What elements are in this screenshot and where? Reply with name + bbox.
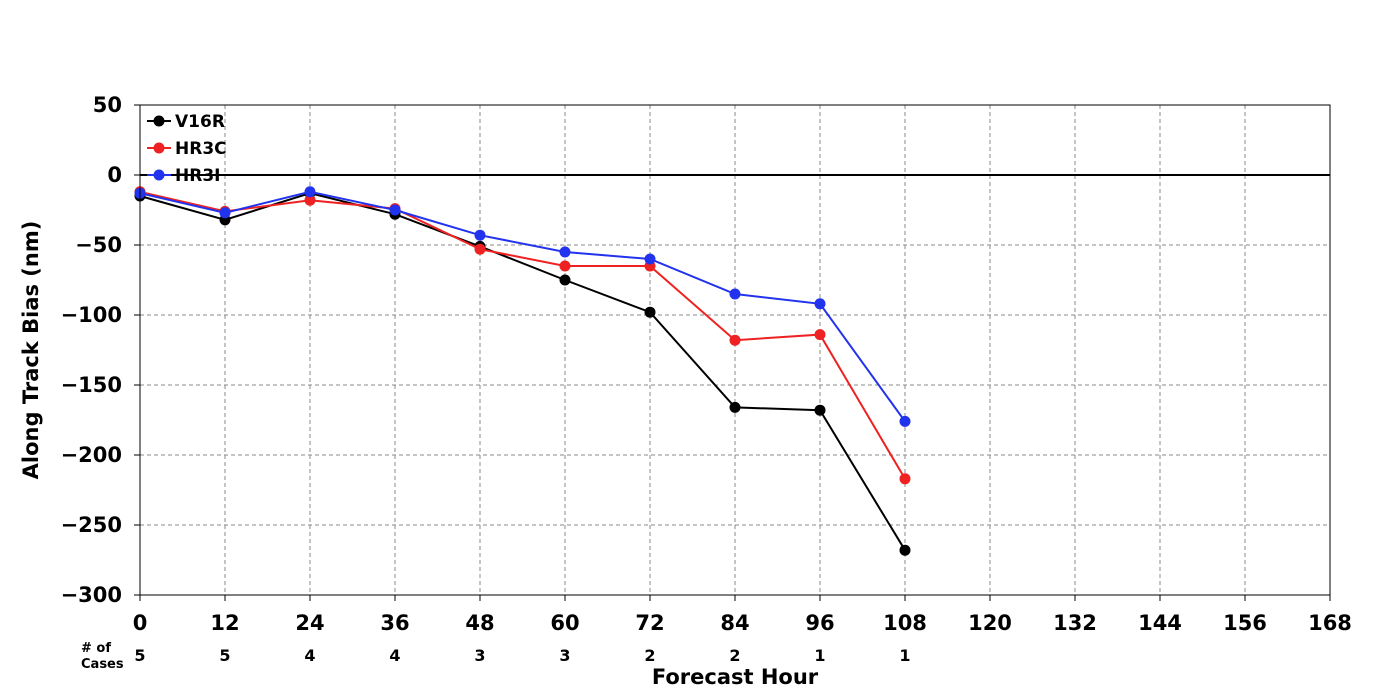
- data-point-hr3i: [814, 298, 826, 310]
- series-lines: [134, 186, 911, 556]
- x-tick-label: 108: [883, 611, 927, 635]
- case-count: 4: [389, 646, 400, 665]
- y-tick-label: −100: [61, 303, 122, 327]
- x-tick-label: 144: [1138, 611, 1182, 635]
- x-tick-label: 48: [465, 611, 494, 635]
- y-tick-label: −250: [61, 513, 122, 537]
- grid-lines: [140, 105, 1330, 595]
- data-point-hr3c: [899, 473, 911, 485]
- legend-swatch-marker: [153, 142, 165, 154]
- data-point-hr3i: [644, 253, 656, 265]
- y-axis-title: Along Track Bias (nm): [19, 221, 43, 480]
- data-point-hr3i: [474, 229, 486, 241]
- data-point-v16r: [559, 274, 571, 286]
- x-tick-label: 96: [805, 611, 834, 635]
- case-count: 1: [814, 646, 825, 665]
- legend-item-hr3c: HR3C: [147, 139, 227, 159]
- data-point-hr3i: [559, 246, 571, 258]
- case-count: 5: [219, 646, 230, 665]
- cases-row: # of Cases 5 5 4 4 3 3 2 2 1 1: [81, 641, 911, 672]
- series-line-hr3c: [139, 190, 906, 480]
- x-tick-label: 12: [210, 611, 239, 635]
- cases-header-line2: Cases: [81, 657, 124, 672]
- x-tick-label: 24: [295, 611, 324, 635]
- y-axis-ticks: 50 0 −50 −100 −150 −200 −250 −300: [61, 93, 140, 607]
- y-tick-label: 50: [93, 93, 122, 117]
- case-count: 1: [899, 646, 910, 665]
- x-tick-label: 156: [1223, 611, 1267, 635]
- y-tick-label: −150: [61, 373, 122, 397]
- data-point-hr3c: [304, 194, 316, 206]
- y-tick-label: −50: [75, 233, 122, 257]
- x-tick-label: 168: [1308, 611, 1352, 635]
- x-tick-label: 36: [380, 611, 409, 635]
- x-tick-label: 72: [635, 611, 664, 635]
- legend-label: V16R: [175, 112, 225, 132]
- case-count: 3: [559, 646, 570, 665]
- data-point-hr3i: [729, 288, 741, 300]
- data-point-hr3c: [814, 329, 826, 341]
- data-point-v16r: [644, 306, 656, 318]
- data-point-hr3i: [389, 204, 401, 216]
- data-point-hr3i: [219, 207, 231, 219]
- case-count: 3: [474, 646, 485, 665]
- cases-header-line1: # of: [81, 641, 111, 656]
- series-hr3c: [134, 186, 911, 485]
- data-point-hr3c: [474, 243, 486, 255]
- case-count: 2: [729, 646, 740, 665]
- x-axis-title: Forecast Hour: [652, 665, 819, 689]
- legend-label: HR3I: [175, 166, 220, 186]
- series-hr3i: [134, 186, 911, 427]
- legend-swatch-marker: [153, 115, 165, 127]
- y-tick-label: −300: [61, 583, 122, 607]
- y-tick-label: 0: [107, 163, 122, 187]
- x-tick-label: 60: [550, 611, 579, 635]
- series-line-hr3i: [139, 190, 906, 422]
- case-count: 5: [134, 646, 145, 665]
- data-point-hr3i: [899, 415, 911, 427]
- case-count: 4: [304, 646, 315, 665]
- x-tick-label: 0: [133, 611, 148, 635]
- legend-item-v16r: V16R: [147, 112, 225, 132]
- x-tick-label: 132: [1053, 611, 1097, 635]
- data-point-hr3i: [304, 186, 316, 198]
- x-axis-ticks: 0 12 24 36 48 60 72 84 96 108 120 132 144 156 168: [133, 595, 1352, 635]
- series-line-v16r: [139, 192, 906, 551]
- data-point-hr3c: [729, 334, 741, 346]
- data-point-v16r: [814, 404, 826, 416]
- legend: V16R HR3C HR3I: [147, 112, 227, 186]
- y-tick-label: −200: [61, 443, 122, 467]
- legend-label: HR3C: [175, 139, 227, 159]
- legend-swatch-marker: [153, 169, 165, 181]
- x-tick-label: 84: [720, 611, 749, 635]
- data-point-v16r: [729, 401, 741, 413]
- x-tick-label: 120: [968, 611, 1012, 635]
- case-count: 2: [644, 646, 655, 665]
- legend-item-hr3i: HR3I: [147, 166, 220, 186]
- data-point-v16r: [899, 544, 911, 556]
- data-point-hr3c: [559, 260, 571, 272]
